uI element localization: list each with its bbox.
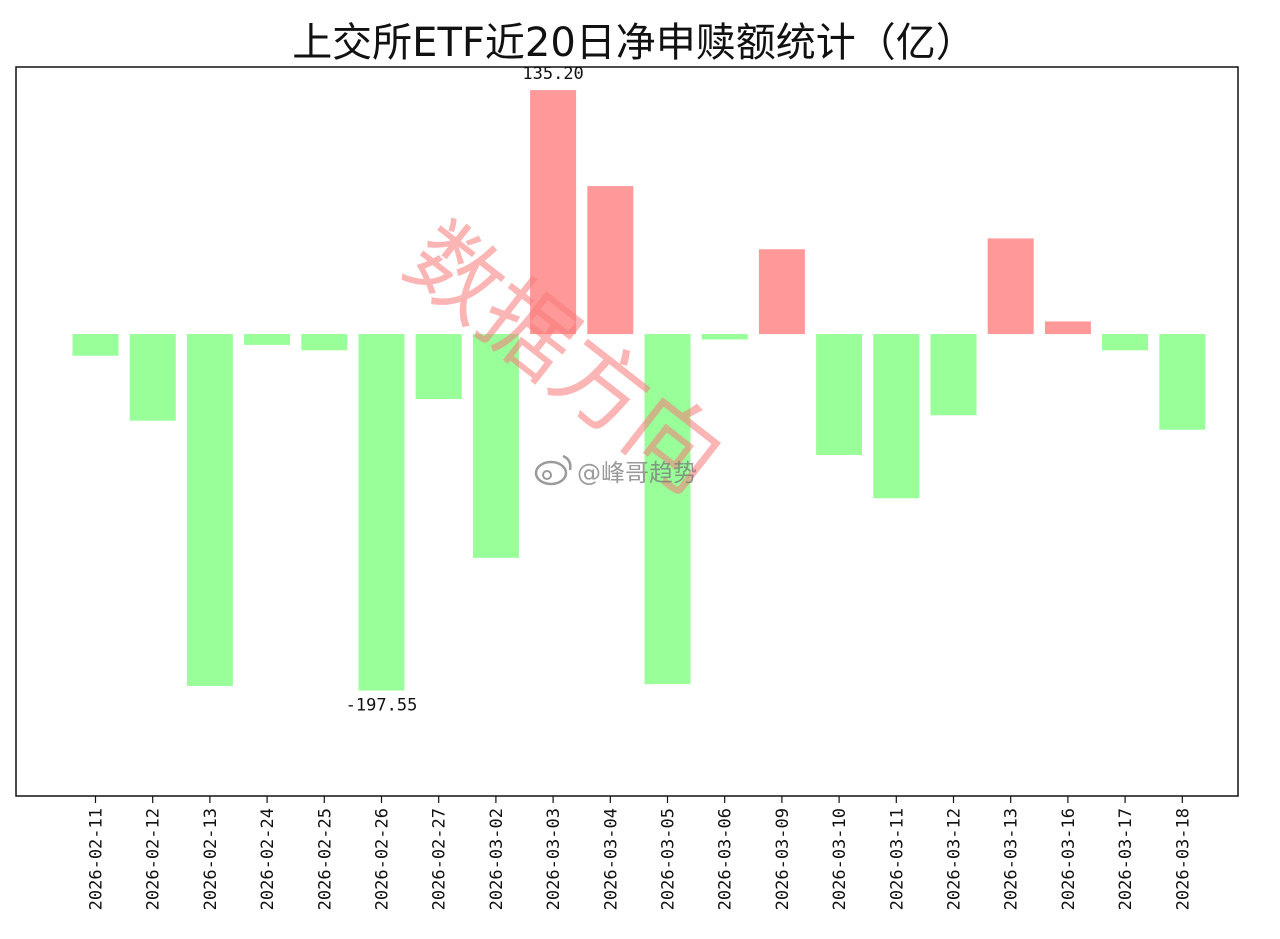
x-tick-label-2026-03-18: 2026-03-18 xyxy=(1173,808,1193,910)
bar-2026-02-24 xyxy=(244,334,291,345)
data-labels: 135.20 -197.55 xyxy=(346,64,584,715)
bar-2026-03-17 xyxy=(1102,334,1149,351)
bar-2026-03-11 xyxy=(873,334,920,499)
bar-2026-03-10 xyxy=(816,334,863,455)
x-tick-label-2026-03-13: 2026-03-13 xyxy=(1002,808,1022,910)
bar-2026-03-02 xyxy=(472,334,519,558)
x-tick-label-2026-03-12: 2026-03-12 xyxy=(945,808,965,910)
x-tick-label-2026-03-16: 2026-03-16 xyxy=(1059,808,1079,910)
x-tick-label-2026-02-11: 2026-02-11 xyxy=(87,808,107,910)
x-axis-tick-labels: 2026-02-11 2026-02-12 2026-02-13 2026-02-24… xyxy=(87,808,1194,910)
bar-2026-02-26 xyxy=(358,334,405,691)
x-tick-label-2026-03-03: 2026-03-03 xyxy=(544,808,564,910)
bar-2026-02-12 xyxy=(129,334,176,421)
x-tick-label-2026-02-27: 2026-02-27 xyxy=(430,808,450,910)
weibo-icon xyxy=(534,454,572,486)
x-tick-label-2026-03-11: 2026-03-11 xyxy=(887,808,907,910)
data-label-2026-03-03: 135.20 xyxy=(522,64,583,84)
x-tick-label-2026-03-17: 2026-03-17 xyxy=(1116,808,1136,910)
bar-2026-03-05 xyxy=(644,334,691,685)
bar-2026-02-27 xyxy=(415,334,462,400)
bar-2026-02-25 xyxy=(301,334,348,351)
x-tick-label-2026-03-05: 2026-03-05 xyxy=(659,808,679,910)
chart-title: 上交所ETF近20日净申赎额统计（亿） xyxy=(292,20,976,66)
plot-frame xyxy=(15,66,1239,797)
bar-2026-03-06 xyxy=(701,334,748,340)
x-tick-label-2026-03-02: 2026-03-02 xyxy=(487,808,507,910)
x-axis-ticks xyxy=(94,796,1183,803)
x-tick-label-2026-03-06: 2026-03-06 xyxy=(716,808,736,910)
x-tick-label-2026-02-26: 2026-02-26 xyxy=(373,808,393,910)
bar-2026-02-13 xyxy=(186,334,233,686)
bar-2026-02-11 xyxy=(72,334,119,356)
x-tick-label-2026-02-25: 2026-02-25 xyxy=(315,808,335,910)
x-tick-label-2026-02-24: 2026-02-24 xyxy=(258,808,278,910)
weibo-handle: @峰哥趋势 xyxy=(577,459,697,487)
x-tick-label-2026-02-13: 2026-02-13 xyxy=(201,808,221,910)
x-tick-label-2026-03-04: 2026-03-04 xyxy=(601,808,621,910)
x-tick-label-2026-03-09: 2026-03-09 xyxy=(773,808,793,910)
bar-2026-03-09 xyxy=(758,249,805,335)
bar-2026-03-13 xyxy=(987,238,1034,335)
x-tick-label-2026-02-12: 2026-02-12 xyxy=(144,808,164,910)
bar-2026-03-03 xyxy=(530,90,577,335)
bars xyxy=(72,90,1206,691)
data-label-2026-02-26: -197.55 xyxy=(346,696,418,716)
bar-2026-03-18 xyxy=(1159,334,1206,430)
bar-2026-03-04 xyxy=(587,186,634,335)
bar-2026-03-12 xyxy=(930,334,977,416)
weibo-watermark: @峰哥趋势 xyxy=(534,454,697,487)
x-tick-label-2026-03-10: 2026-03-10 xyxy=(830,808,850,910)
bar-2026-03-16 xyxy=(1044,321,1091,335)
